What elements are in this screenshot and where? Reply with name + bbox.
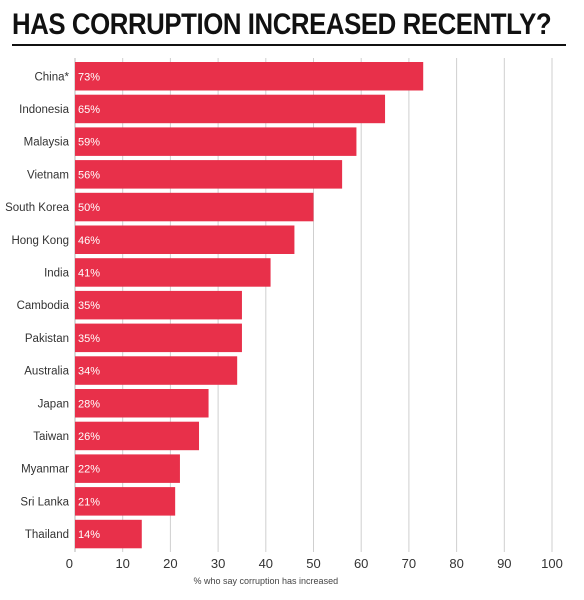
bar-australia [75, 356, 238, 385]
value-label: 34% [78, 366, 100, 378]
category-label: Hong Kong [11, 235, 69, 247]
value-label: 35% [78, 300, 100, 312]
x-tick-label: 90 [497, 556, 511, 571]
x-axis-label: % who say corruption has increased [194, 576, 339, 586]
value-label: 65% [78, 104, 100, 116]
value-label: 14% [78, 529, 100, 541]
value-label: 35% [78, 333, 100, 345]
bar-hong-kong [75, 225, 295, 254]
x-tick-label: 50 [306, 556, 320, 571]
category-labels: China* Indonesia Malaysia Vietnam South Kore… [5, 71, 70, 541]
value-label: 41% [78, 267, 100, 279]
bar-sri-lanka [75, 487, 176, 516]
category-label: Myanmar [21, 464, 69, 476]
category-label: Sri Lanka [20, 496, 69, 508]
value-label: 26% [78, 431, 100, 443]
bar-south-korea [75, 192, 314, 222]
x-tick-label: 60 [354, 556, 368, 571]
x-tick-label: 20 [163, 556, 177, 571]
value-labels: 73% 65% 59% 56% 50% 46% 41% 35% 35% 34% 28% 26% 22% 2… [78, 71, 100, 541]
x-tick-label: 0 [66, 556, 73, 571]
category-label: Thailand [25, 529, 69, 541]
value-label: 56% [78, 169, 100, 181]
bars [75, 62, 424, 549]
value-label: 22% [78, 464, 100, 476]
x-tick-labels: 0 10 20 30 40 50 60 70 80 90 100 [66, 556, 563, 571]
bar-vietnam [75, 160, 343, 189]
category-label: China* [34, 71, 69, 83]
value-label: 46% [78, 235, 100, 247]
x-tick-label: 70 [402, 556, 416, 571]
bar-indonesia [75, 94, 386, 124]
category-label: Malaysia [24, 137, 70, 149]
bar-myanmar [75, 454, 180, 483]
bar-cambodia [75, 290, 242, 320]
title-rule [12, 44, 566, 46]
x-tick-label: 10 [115, 556, 129, 571]
value-label: 59% [78, 137, 100, 149]
bar-japan [75, 389, 209, 418]
chart-title: HAS CORRUPTION INCREASED RECENTLY? [12, 8, 552, 41]
x-tick-label: 80 [449, 556, 463, 571]
category-label: Cambodia [17, 300, 70, 312]
bar-thailand [75, 519, 142, 549]
value-label: 21% [78, 496, 100, 508]
value-label: 73% [78, 71, 100, 83]
category-label: Japan [38, 398, 69, 410]
category-label: Vietnam [27, 169, 69, 181]
value-label: 28% [78, 398, 100, 410]
category-label: South Korea [5, 202, 70, 214]
category-label: Pakistan [25, 333, 69, 345]
category-label: India [44, 267, 70, 279]
bar-india [75, 258, 271, 287]
bar-pakistan [75, 323, 242, 353]
value-label: 50% [78, 202, 100, 214]
bar-malaysia [75, 127, 357, 156]
category-label: Australia [24, 366, 69, 378]
bar-china [75, 62, 424, 91]
category-label: Indonesia [19, 104, 69, 116]
category-label: Taiwan [33, 431, 69, 443]
x-tick-label: 30 [211, 556, 225, 571]
x-tick-label: 40 [259, 556, 273, 571]
x-tick-label: 100 [541, 556, 563, 571]
bar-taiwan [75, 421, 200, 451]
